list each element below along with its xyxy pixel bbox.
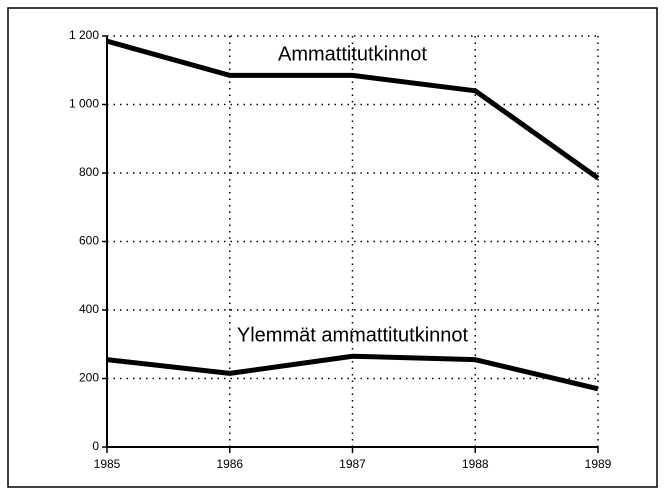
series-label: Ammattitutkinnot: [278, 44, 427, 66]
y-tick-label: 600: [79, 234, 99, 248]
x-tick-label: 1988: [462, 457, 489, 471]
series-line: [106, 38, 600, 181]
x-tick-label: 1986: [216, 457, 243, 471]
y-tick-label: 1 000: [69, 97, 99, 111]
y-tick-label: 800: [79, 165, 99, 179]
y-tick-label: 1 200: [69, 28, 99, 42]
x-tick-label: 1987: [339, 457, 366, 471]
series-line: [106, 353, 599, 392]
x-tick-label: 1989: [585, 457, 612, 471]
x-tick-label: 1985: [94, 457, 121, 471]
frame: [7, 7, 658, 488]
y-tick-label: 400: [79, 302, 99, 316]
y-tick-label: 0: [92, 439, 99, 453]
y-tick-label: 200: [79, 371, 99, 385]
series-label: Ylemmät ammattitutkinnot: [237, 325, 469, 347]
